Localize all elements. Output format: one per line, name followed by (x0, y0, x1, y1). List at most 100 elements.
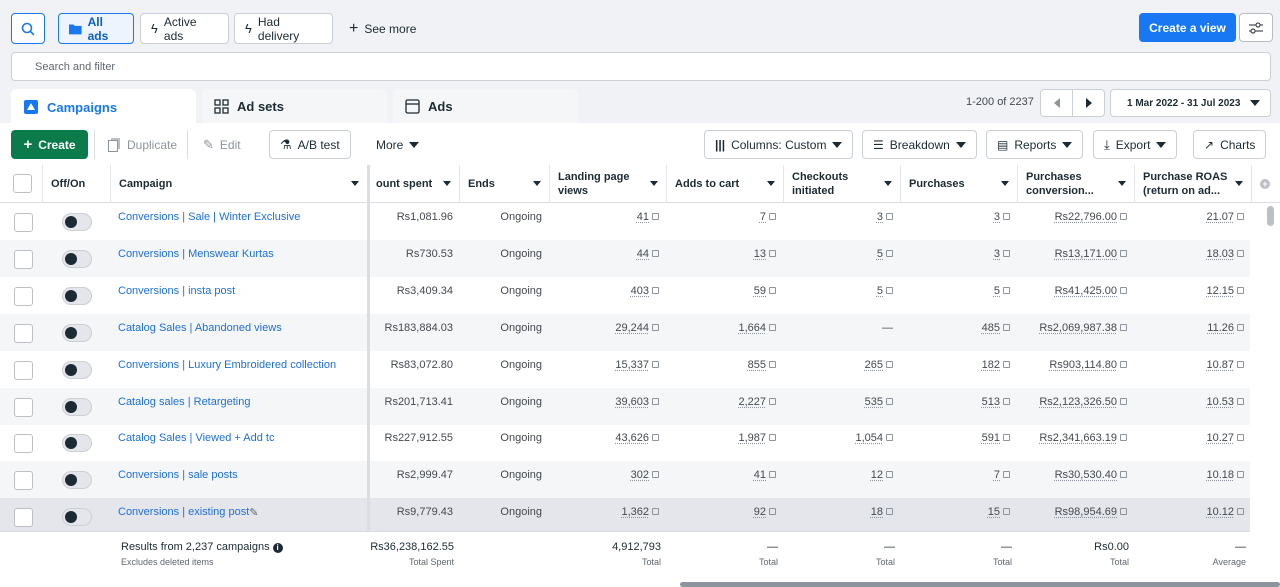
previous-page-button[interactable] (1040, 89, 1073, 117)
value-checkouts[interactable]: 18 (870, 506, 883, 519)
table-row[interactable]: Conversions | Luxury Embroidered collect… (0, 351, 1250, 388)
value-atc[interactable]: 855 (747, 358, 766, 371)
filter-settings-button[interactable] (1239, 13, 1273, 42)
value-roas[interactable]: 18.03 (1206, 247, 1234, 260)
campaign-toggle[interactable] (62, 323, 92, 342)
value-purchases[interactable]: 3 (993, 211, 1000, 223)
value-lpv[interactable]: 29,244 (615, 321, 649, 334)
header-amount-spent[interactable]: ount spent (368, 165, 460, 203)
value-checkouts[interactable]: 5 (876, 284, 883, 297)
campaign-name-link[interactable]: Conversions | Luxury Embroidered collect… (118, 358, 337, 371)
row-checkbox[interactable] (14, 286, 33, 306)
campaign-name-link[interactable]: Conversions | existing post (118, 506, 250, 519)
create-view-button[interactable]: Create a view (1139, 13, 1236, 42)
row-checkbox[interactable] (14, 397, 33, 417)
value-roas[interactable]: 11.26 (1207, 321, 1234, 334)
value-roas[interactable]: 10.87 (1206, 358, 1234, 371)
value-roas[interactable]: 10.18 (1206, 469, 1234, 482)
date-range-picker[interactable]: 1 Mar 2022 - 31 Jul 2023 (1110, 89, 1271, 117)
value-purchases[interactable]: 3 (993, 247, 1000, 260)
header-checkouts-initiated[interactable]: Checkouts initiated (784, 165, 901, 203)
value-purchases[interactable]: 485 (981, 321, 1000, 334)
table-row[interactable]: Conversions | sale posts Rs2,999.47 Ongoin… (0, 461, 1250, 499)
campaign-toggle[interactable] (62, 360, 92, 379)
value-checkouts[interactable]: 535 (864, 395, 883, 408)
header-off-on[interactable]: Off/On (43, 165, 111, 203)
header-adds-to-cart[interactable]: Adds to cart (667, 165, 784, 203)
value-conv[interactable]: Rs41,425.00 (1054, 284, 1117, 297)
see-more-button[interactable]: + See more (349, 19, 417, 37)
campaign-name-link[interactable]: Catalog sales | Retargeting (118, 395, 251, 408)
export-button[interactable]: ⤓ Export (1093, 130, 1178, 159)
edit-name-icon[interactable]: ✎ (249, 507, 259, 520)
value-purchases[interactable]: 7 (993, 469, 1000, 482)
table-row[interactable]: Catalog Sales | Viewed + Add tc Rs227,912… (0, 424, 1250, 461)
header-ends[interactable]: Ends (460, 165, 550, 203)
more-button[interactable]: More (366, 130, 430, 159)
value-conv[interactable]: Rs13,171.00 (1054, 247, 1117, 260)
tab-ad-sets[interactable]: Ad sets (202, 89, 387, 123)
row-checkbox[interactable] (14, 213, 33, 232)
table-row[interactable]: Catalog Sales | Abandoned views Rs183,884… (0, 313, 1250, 351)
value-conv[interactable]: Rs22,796.00 (1054, 211, 1117, 223)
campaign-toggle[interactable] (62, 286, 92, 305)
value-roas[interactable]: 10.27 (1206, 432, 1234, 445)
create-button[interactable]: + Create (11, 130, 88, 159)
reports-button[interactable]: ▤ Reports (986, 130, 1084, 159)
value-checkouts[interactable]: 1,054 (855, 432, 883, 445)
table-row[interactable]: Conversions | existing post ✎ Rs9,779.43 O… (0, 498, 1250, 536)
value-atc[interactable]: 41 (753, 469, 766, 482)
header-purchase-roas[interactable]: Purchase ROAS (return on ad... (1135, 165, 1252, 203)
value-purchases[interactable]: 15 (987, 506, 1000, 519)
campaign-toggle[interactable] (62, 471, 92, 490)
value-atc[interactable]: 2,227 (738, 395, 766, 408)
campaign-name-link[interactable]: Conversions | Sale | Winter Exclusive (118, 211, 301, 223)
breakdown-button[interactable]: ☰ Breakdown (862, 130, 977, 159)
value-purchases[interactable]: 182 (981, 358, 1000, 371)
next-page-button[interactable] (1072, 89, 1105, 117)
value-conv[interactable]: Rs2,069,987.38 (1039, 321, 1117, 334)
horizontal-scrollbar[interactable] (680, 582, 1280, 587)
value-checkouts[interactable]: 3 (876, 211, 883, 223)
value-lpv[interactable]: 39,603 (615, 395, 649, 408)
campaign-toggle[interactable] (62, 213, 92, 231)
campaign-toggle[interactable] (62, 249, 92, 268)
row-checkbox[interactable] (14, 323, 33, 343)
value-checkouts[interactable]: 5 (876, 247, 883, 260)
header-campaign[interactable]: Campaign (111, 165, 368, 203)
value-lpv[interactable]: 302 (630, 469, 649, 482)
row-checkbox[interactable] (14, 434, 33, 454)
columns-button[interactable]: ||| Columns: Custom (704, 130, 854, 159)
table-row[interactable]: Conversions | insta post Rs3,409.34 Ongoin… (0, 277, 1250, 314)
value-lpv[interactable]: 403 (630, 284, 649, 297)
edit-button[interactable]: ✎ Edit (193, 130, 251, 159)
header-purchases[interactable]: Purchases (901, 165, 1018, 203)
had-delivery-filter[interactable]: ϟ Had delivery (234, 13, 333, 44)
value-atc[interactable]: 59 (753, 284, 766, 297)
table-row[interactable]: Catalog sales | Retargeting Rs201,713.41 O… (0, 387, 1250, 425)
row-checkbox[interactable] (14, 508, 33, 528)
value-conv[interactable]: Rs98,954.69 (1054, 506, 1117, 519)
value-checkouts[interactable]: 12 (870, 469, 883, 482)
duplicate-button[interactable]: Duplicate (98, 130, 188, 159)
value-conv[interactable]: Rs30,530.40 (1054, 469, 1117, 482)
tab-ads[interactable]: Ads (393, 89, 578, 123)
value-atc[interactable]: 13 (753, 247, 766, 260)
campaign-toggle[interactable] (62, 508, 92, 527)
search-button[interactable] (11, 13, 45, 44)
value-checkouts[interactable]: — (882, 321, 893, 334)
value-lpv[interactable]: 41 (636, 211, 649, 223)
row-checkbox[interactable] (14, 249, 33, 269)
value-conv[interactable]: Rs2,123,326.50 (1039, 395, 1117, 408)
value-purchases[interactable]: 591 (981, 432, 1000, 445)
all-ads-filter[interactable]: All ads (58, 13, 134, 44)
vertical-scrollbar[interactable] (1267, 206, 1274, 226)
select-all-checkbox[interactable] (13, 174, 32, 193)
ab-test-button[interactable]: ⚗ A/B test (269, 130, 351, 159)
campaign-name-link[interactable]: Catalog Sales | Abandoned views (118, 321, 282, 334)
value-roas[interactable]: 10.53 (1206, 395, 1234, 408)
table-row[interactable]: Conversions | Sale | Winter Exclusive Rs1… (0, 203, 1250, 240)
search-input[interactable]: Search and filter (11, 52, 1271, 81)
value-roas[interactable]: 21.07 (1206, 211, 1234, 223)
campaign-name-link[interactable]: Conversions | insta post (118, 284, 236, 297)
